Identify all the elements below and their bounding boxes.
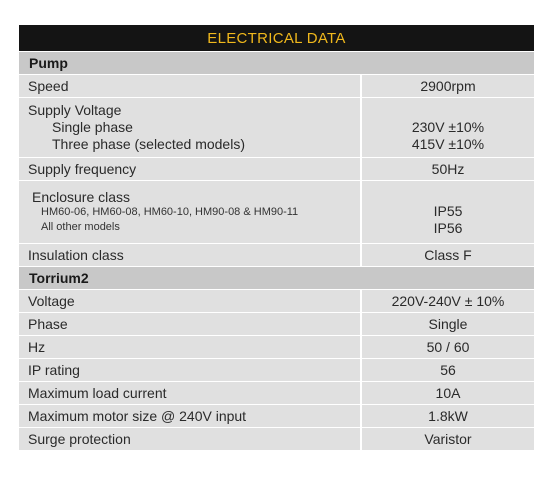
row-label: Enclosure class HM60-06, HM60-08, HM60-1… xyxy=(19,181,360,243)
supply-voltage-label: Supply Voltage xyxy=(28,102,122,118)
table-row: Voltage 220V-240V ± 10% xyxy=(19,289,534,312)
enclosure-class-label: Enclosure class xyxy=(32,189,131,205)
row-label: Supply frequency xyxy=(19,158,360,180)
row-value: 10A xyxy=(362,382,534,404)
table-row-supply-voltage: Supply Voltage Single phase Three phase … xyxy=(19,97,534,157)
section-torrium2: Torrium2 xyxy=(19,266,534,289)
enclosure-models-value: IP55 xyxy=(433,203,463,219)
electrical-data-table: ELECTRICAL DATA Pump Speed 2900rpm Suppl… xyxy=(19,25,534,450)
row-value: 220V-240V ± 10% xyxy=(362,290,534,312)
row-label: Hz xyxy=(19,336,360,358)
table-row: IP rating 56 xyxy=(19,358,534,381)
row-label: Insulation class xyxy=(19,244,360,266)
row-value: Class F xyxy=(362,244,534,266)
row-label: Maximum motor size @ 240V input xyxy=(19,405,360,427)
row-label: IP rating xyxy=(19,359,360,381)
row-value: IP55 IP56 xyxy=(362,181,534,243)
row-label: Supply Voltage Single phase Three phase … xyxy=(19,98,360,157)
table-row: Maximum load current 10A xyxy=(19,381,534,404)
table-row-enclosure-class: Enclosure class HM60-06, HM60-08, HM60-1… xyxy=(19,180,534,243)
row-label: Phase xyxy=(19,313,360,335)
row-value: 50 / 60 xyxy=(362,336,534,358)
enclosure-other-value: IP56 xyxy=(433,220,463,236)
row-value: 1.8kW xyxy=(362,405,534,427)
table-row-speed: Speed 2900rpm xyxy=(19,74,534,97)
single-phase-label: Single phase xyxy=(52,119,133,135)
row-value: 50Hz xyxy=(362,158,534,180)
row-label: Surge protection xyxy=(19,428,360,450)
row-value: Single xyxy=(362,313,534,335)
single-phase-value: 230V ±10% xyxy=(411,119,485,135)
section-pump: Pump xyxy=(19,51,534,74)
row-label: Speed xyxy=(19,75,360,97)
table-row: Maximum motor size @ 240V input 1.8kW xyxy=(19,404,534,427)
table-row-supply-frequency: Supply frequency 50Hz xyxy=(19,157,534,180)
row-label: Maximum load current xyxy=(19,382,360,404)
enclosure-models-label: HM60-06, HM60-08, HM60-10, HM90-08 & HM9… xyxy=(41,206,299,218)
table-row: Phase Single xyxy=(19,312,534,335)
table-title: ELECTRICAL DATA xyxy=(207,29,346,47)
row-value: 230V ±10% 415V ±10% xyxy=(362,98,534,157)
enclosure-other-label: All other models xyxy=(41,221,120,233)
row-value: Varistor xyxy=(362,428,534,450)
table-header: ELECTRICAL DATA xyxy=(19,25,534,51)
row-value: 2900rpm xyxy=(362,75,534,97)
table-row-insulation-class: Insulation class Class F xyxy=(19,243,534,266)
three-phase-value: 415V ±10% xyxy=(411,136,485,152)
row-value: 56 xyxy=(362,359,534,381)
three-phase-label: Three phase (selected models) xyxy=(52,136,245,152)
table-row: Hz 50 / 60 xyxy=(19,335,534,358)
row-label: Voltage xyxy=(19,290,360,312)
table-row: Surge protection Varistor xyxy=(19,427,534,450)
